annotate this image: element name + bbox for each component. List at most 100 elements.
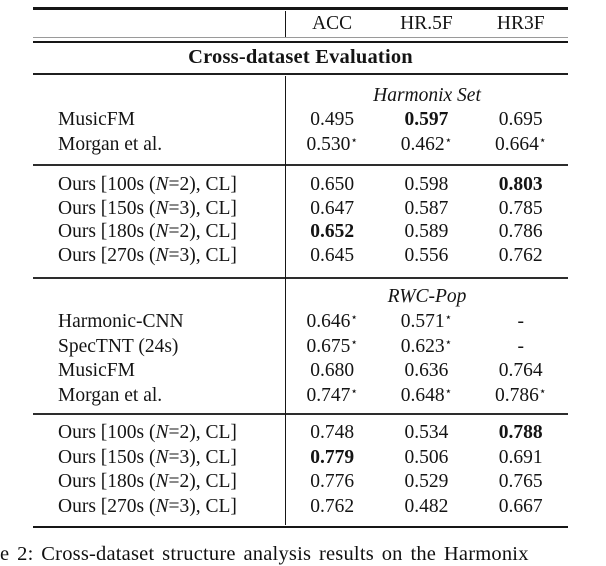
metric-value: 0.495 <box>310 108 355 130</box>
table-rule-header-double-a <box>33 36 568 38</box>
metric-value: 0.762 <box>498 245 543 267</box>
header-metric-acc: ACC <box>312 12 353 34</box>
result-row: MusicFM 0.680 0.636 0.764 <box>33 359 568 384</box>
n-variable: N <box>155 446 169 468</box>
table-rule-bottom <box>33 525 568 529</box>
dataset-subheader-harmonix: Harmonix Set <box>373 85 481 106</box>
table-rule-rwc-ours <box>33 412 568 415</box>
result-row: Ours [100s (N=2), CL] 0.748 0.534 0.788 <box>33 421 568 446</box>
star-superscript: ⋆ <box>538 384 547 399</box>
dataset-subheader-rwcpop: RWC-Pop <box>387 286 467 307</box>
metric-value: 0.650 <box>310 173 355 195</box>
metric-value: 0.748 <box>310 422 355 444</box>
metrics-header-row: ACC HR.5F HR3F <box>33 10 568 37</box>
metric-value: 0.803 <box>498 173 543 195</box>
metric-value: 0.788 <box>498 422 543 444</box>
method-label: Ours [180s (N=2), CL] <box>58 221 237 243</box>
n-variable: N <box>155 221 169 243</box>
method-label: Morgan et al. <box>58 385 163 407</box>
table-rule-harmonix-ours <box>33 163 568 166</box>
metric-value: 0.482 <box>404 495 449 517</box>
table-rule-harmonix-rwc <box>33 277 568 280</box>
metric-value: 0.597 <box>404 108 449 130</box>
metric-value: 0.529 <box>404 471 449 493</box>
star-superscript: ⋆ <box>350 310 358 325</box>
method-label: Ours [100s (N=2), CL] <box>58 173 237 195</box>
metric-value: 0.776 <box>310 471 355 493</box>
metric-value: 0.765 <box>498 471 543 493</box>
method-label: Ours [180s (N=2), CL] <box>58 471 237 493</box>
result-row: MusicFM 0.495 0.597 0.695 <box>33 108 568 133</box>
star-superscript: ⋆ <box>538 132 547 147</box>
metric-value: 0.645 <box>310 245 355 267</box>
n-variable: N <box>155 197 169 219</box>
result-row: Ours [150s (N=3), CL] 0.647 0.587 0.785 <box>33 197 568 221</box>
metric-value: 0.571⋆ <box>400 310 453 333</box>
metric-value: 0.695 <box>498 108 543 130</box>
metric-value: 0.664⋆ <box>495 132 547 155</box>
n-variable: N <box>155 422 169 444</box>
result-row: Morgan et al. 0.747⋆ 0.648⋆ 0.786⋆ <box>33 384 568 409</box>
method-label: Ours [270s (N=3), CL] <box>58 495 237 517</box>
table-rule-header-double-b <box>33 40 568 43</box>
result-row: Ours [180s (N=2), CL] 0.652 0.589 0.786 <box>33 221 568 245</box>
star-superscript: ⋆ <box>444 334 453 349</box>
metric-value: 0.623⋆ <box>400 334 453 357</box>
n-variable: N <box>155 495 169 517</box>
result-row: SpecTNT (24s) 0.675⋆ 0.623⋆ - <box>33 335 568 360</box>
n-variable: N <box>155 471 169 493</box>
rwcpop-baseline-rows: Harmonic-CNN 0.646⋆ 0.571⋆ - SpecTNT (24s) 0.… <box>33 310 568 408</box>
method-label: Harmonic-CNN <box>58 311 184 333</box>
metric-value: 0.785 <box>498 197 543 219</box>
metric-value: 0.598 <box>404 173 449 195</box>
metric-value: 0.667 <box>498 495 543 517</box>
result-row: Ours [100s (N=2), CL] 0.650 0.598 0.803 <box>33 173 568 197</box>
method-label: MusicFM <box>58 360 135 382</box>
result-row: Ours [270s (N=3), CL] 0.762 0.482 0.667 <box>33 495 568 520</box>
metric-value: 0.589 <box>404 221 449 243</box>
method-label: Ours [150s (N=3), CL] <box>58 197 237 219</box>
metric-value: 0.652 <box>310 221 355 243</box>
metric-value: 0.680 <box>310 360 355 382</box>
metric-value: 0.786 <box>498 221 543 243</box>
metric-value: 0.530⋆ <box>306 132 358 155</box>
metric-value: 0.646⋆ <box>306 310 358 333</box>
result-row: Ours [180s (N=2), CL] 0.776 0.529 0.765 <box>33 470 568 495</box>
method-label: Ours [100s (N=2), CL] <box>58 422 237 444</box>
star-superscript: ⋆ <box>444 132 453 147</box>
method-label: Morgan et al. <box>58 133 163 155</box>
metric-value: 0.506 <box>404 446 449 468</box>
harmonix-ours-rows: Ours [100s (N=2), CL] 0.650 0.598 0.803 Ours… <box>33 173 568 268</box>
star-superscript: ⋆ <box>350 334 358 349</box>
method-label: MusicFM <box>58 108 135 130</box>
result-row: Ours [270s (N=3), CL] 0.645 0.556 0.762 <box>33 244 568 268</box>
method-label: SpecTNT (24s) <box>58 335 179 357</box>
result-row: Harmonic-CNN 0.646⋆ 0.571⋆ - <box>33 310 568 335</box>
rwcpop-ours-rows: Ours [100s (N=2), CL] 0.748 0.534 0.788 Ours… <box>33 421 568 519</box>
metric-value: 0.786⋆ <box>495 384 547 407</box>
table-caption: e 2: Cross-dataset structure analysis re… <box>0 543 529 565</box>
metric-value: 0.779 <box>310 446 355 468</box>
metric-value: 0.691 <box>498 446 543 468</box>
header-metric-hr3f: HR3F <box>496 12 545 34</box>
metric-value: 0.636 <box>404 360 449 382</box>
star-superscript: ⋆ <box>350 132 358 147</box>
metric-value: 0.556 <box>404 245 449 267</box>
result-row: Ours [150s (N=3), CL] 0.779 0.506 0.691 <box>33 446 568 471</box>
column-divider-header <box>285 11 287 37</box>
star-superscript: ⋆ <box>444 384 453 399</box>
metric-value: 0.534 <box>404 422 449 444</box>
metric-value: 0.762 <box>310 495 355 517</box>
metric-value: 0.648⋆ <box>400 384 453 407</box>
column-divider-body <box>285 76 287 525</box>
section-title: Cross-dataset Evaluation <box>188 46 413 68</box>
metric-value: 0.647 <box>310 197 355 219</box>
method-label: Ours [270s (N=3), CL] <box>58 245 237 267</box>
star-superscript: ⋆ <box>350 384 358 399</box>
metric-value: 0.462⋆ <box>400 132 453 155</box>
result-row: Morgan et al. 0.530⋆ 0.462⋆ 0.664⋆ <box>33 132 568 157</box>
table-rule-top <box>33 7 568 10</box>
metric-value: 0.675⋆ <box>306 334 358 357</box>
harmonix-baseline-rows: MusicFM 0.495 0.597 0.695 Morgan et al. 0.530… <box>33 108 568 158</box>
